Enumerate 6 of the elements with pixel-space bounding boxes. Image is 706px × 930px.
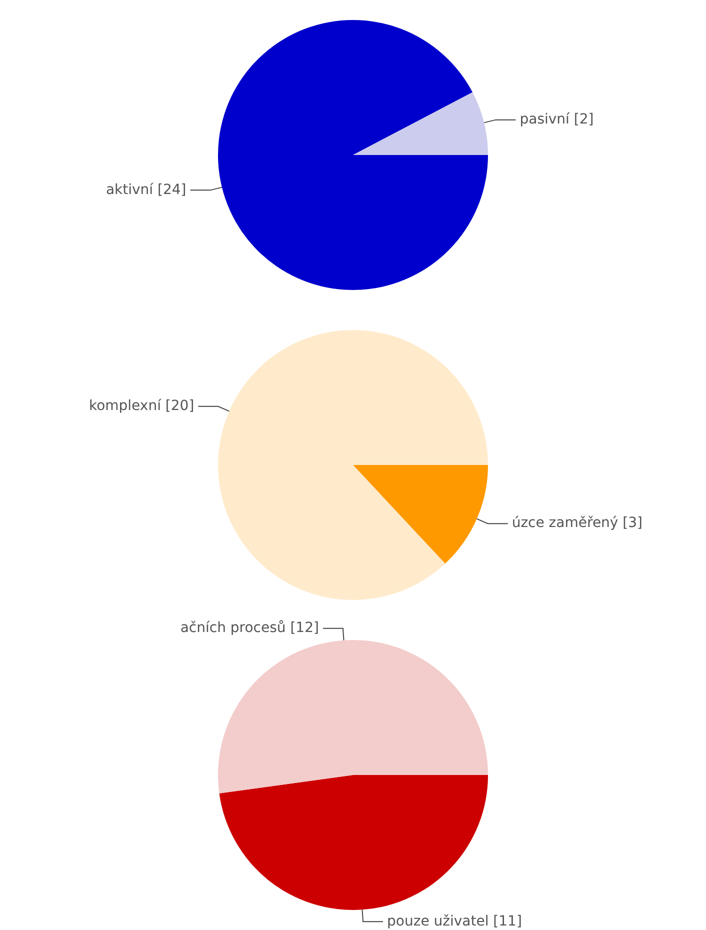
slice-label: ačních procesů [12]: [180, 620, 319, 636]
slice-label: aktivní [24]: [106, 182, 186, 198]
slice-label: pouze uživatel [11]: [387, 913, 522, 930]
slice-label: úzce zaměřený [3]: [512, 515, 642, 532]
slice-label: pasivní [2]: [520, 111, 594, 128]
slice-label: komplexní [20]: [88, 398, 194, 414]
